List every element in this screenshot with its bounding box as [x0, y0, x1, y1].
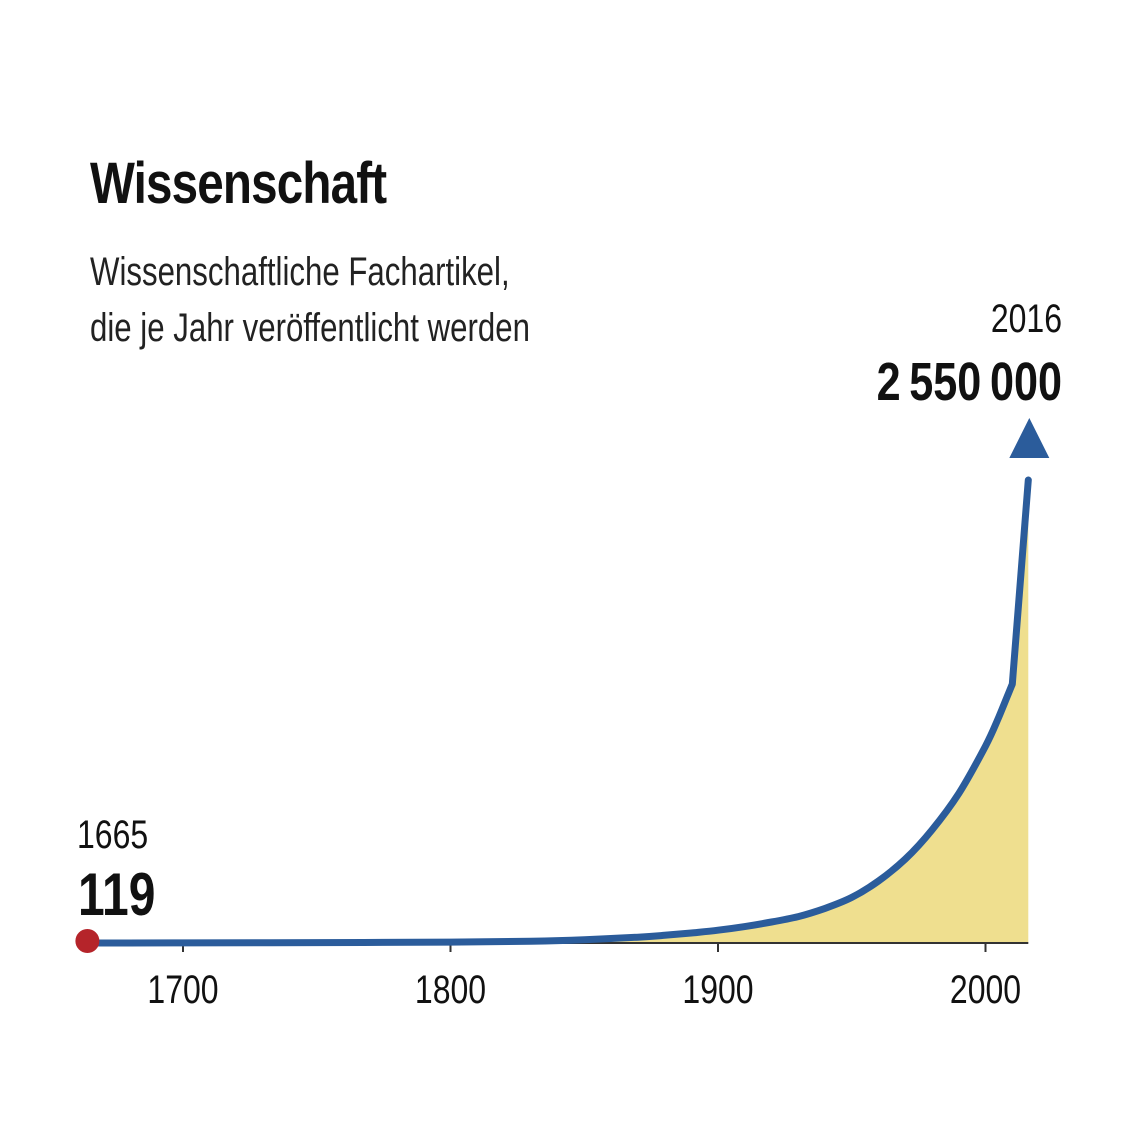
x-tick-label: 1700: [147, 967, 218, 1012]
start-year-label: 1665: [77, 812, 148, 857]
area-fill: [89, 480, 1029, 943]
chart-title: Wissenschaft: [90, 151, 387, 216]
start-point-marker: [75, 929, 100, 953]
end-arrow-icon: [1009, 418, 1050, 458]
start-value-label: 119: [78, 861, 155, 928]
end-value-label: 2 550 000: [877, 353, 1062, 413]
subtitle-line-1: Wissenschaftliche Fachartikel,: [90, 250, 510, 294]
x-tick-label: 2000: [950, 967, 1021, 1012]
end-year-label: 2016: [991, 296, 1062, 341]
subtitle-line-2: die je Jahr veröffentlicht werden: [90, 306, 530, 350]
x-tick-label: 1800: [415, 967, 486, 1012]
x-axis-ticks: 1700 1800 1900 2000: [147, 943, 1021, 1012]
series-line: [85, 476, 1032, 947]
x-tick-label: 1900: [682, 967, 753, 1012]
chart-subtitle: Wissenschaftliche Fachartikel, die je Ja…: [90, 244, 530, 356]
